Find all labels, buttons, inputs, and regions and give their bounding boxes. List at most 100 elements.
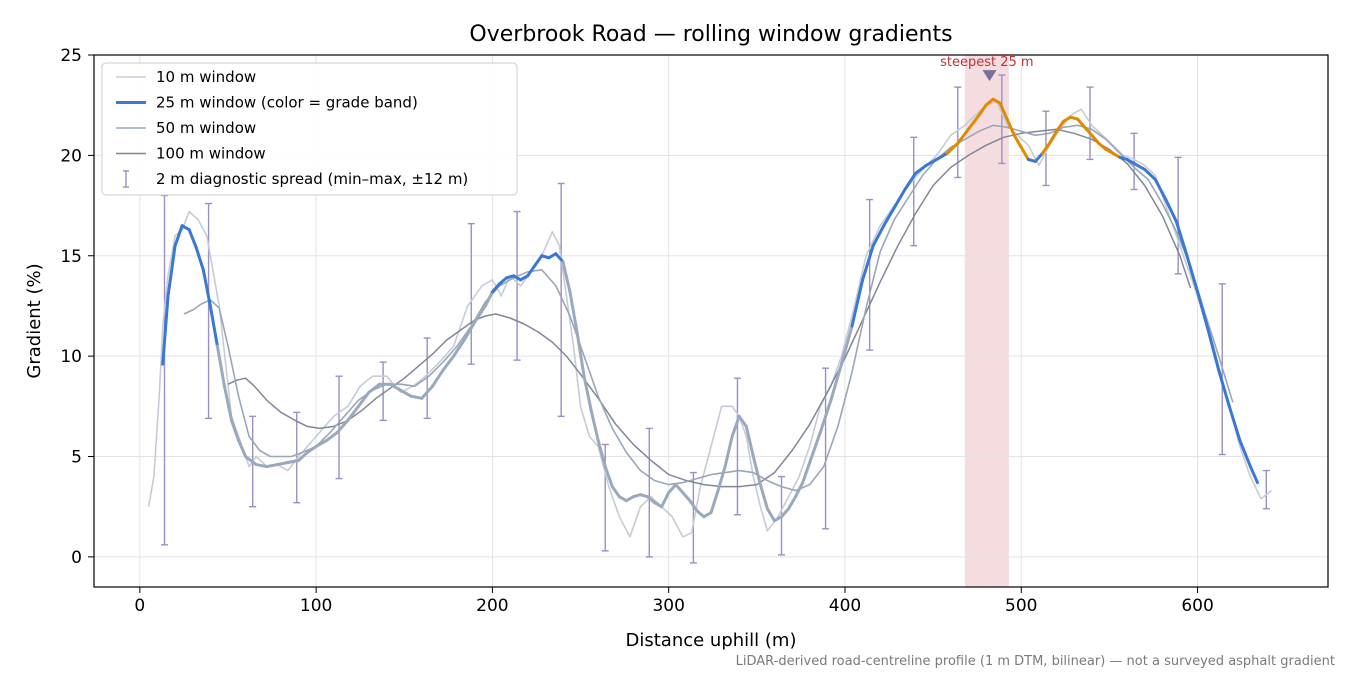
series-25m-segment	[296, 450, 309, 463]
series-25m-segment	[399, 388, 413, 398]
series-25m-segment	[166, 244, 177, 298]
x-tick-label: 100	[300, 596, 332, 616]
plot-frame	[93, 54, 1329, 588]
series-25m-segment	[780, 507, 791, 519]
series-25m-segment	[582, 374, 593, 412]
series-25m-segment	[977, 103, 988, 117]
series-25m-segment	[646, 495, 657, 505]
series-25m-segment	[201, 268, 212, 308]
legend-label: 2 m diagnostic spread (min–max, ±12 m)	[156, 170, 468, 188]
y-axis-label: Gradient (%)	[24, 263, 45, 378]
series-25m-segment	[829, 362, 843, 402]
series-25m-segment	[1019, 145, 1030, 161]
legend-label: 25 m window (color = grade band)	[156, 94, 418, 112]
series-25m-segment	[716, 465, 727, 493]
x-tick-label: 0	[134, 596, 145, 616]
series-25m-segment	[161, 294, 170, 366]
legend-label: 10 m window	[156, 68, 256, 86]
series-25m-segment	[208, 304, 219, 348]
legend: 10 m window 25 m window (color = grade ba…	[101, 62, 518, 196]
series-25m-segment	[818, 398, 833, 434]
series-25m-segment	[462, 320, 477, 342]
series-25m-segment	[737, 414, 748, 428]
series-25m-segment	[709, 489, 720, 515]
series-25m-segment	[420, 384, 434, 400]
series-25m-segment	[1055, 119, 1066, 133]
steepest-marker	[982, 70, 997, 82]
series-25m-segment	[286, 459, 300, 465]
series-25m-segment	[913, 163, 928, 175]
series-25m-segment	[882, 206, 896, 228]
chart-title: Overbrook Road — rolling window gradient…	[469, 22, 952, 47]
series-25m-segment	[808, 430, 822, 465]
series-25m-segment	[1185, 254, 1200, 294]
series-25m-segment	[1217, 368, 1231, 408]
series-25m-segment	[575, 330, 586, 378]
series-25m-segment	[222, 384, 234, 422]
series-25m-segment	[483, 290, 494, 308]
series-25m-segment	[1047, 129, 1059, 145]
series-25m-segment	[1012, 133, 1023, 149]
series-25m-segment	[903, 171, 917, 192]
series-25m-segment	[839, 324, 854, 366]
series-25m-segment	[751, 455, 762, 487]
series-25m-segment	[568, 290, 579, 334]
series-25m-segment	[603, 465, 614, 489]
series-25m-segment	[490, 282, 501, 294]
series-25m-segment	[945, 141, 960, 155]
series-25m-segment	[1033, 151, 1044, 163]
y-tick-label: 10	[60, 347, 82, 367]
series-25m-segment	[956, 127, 970, 145]
series-25m-segment	[230, 418, 241, 442]
series-25m-segment	[325, 430, 339, 442]
x-tick-label: 500	[1005, 596, 1037, 616]
x-tick-label: 200	[476, 596, 508, 616]
series-25m-segment	[367, 382, 382, 394]
series-25m-segment	[335, 418, 350, 434]
series-25m-segment	[1143, 167, 1157, 181]
x-axis-label: Distance uphill (m)	[626, 630, 797, 651]
y-tick-label: 0	[71, 548, 82, 568]
series-25m-segment	[744, 424, 755, 459]
series-25m-segment	[473, 304, 487, 324]
footnote: LiDAR-derived road-centreline profile (1…	[736, 654, 1335, 669]
legend-box	[101, 62, 518, 196]
x-tick-label: 300	[652, 596, 684, 616]
x-tick-label: 400	[829, 596, 861, 616]
series-25m-segment	[1153, 177, 1168, 202]
series-25m-segment	[314, 438, 329, 448]
series-25m-segment	[892, 188, 907, 210]
series-25m-segment	[695, 509, 706, 519]
series-25m-segment	[1097, 141, 1108, 151]
series-25m-segment	[765, 507, 776, 523]
series-25m-segment	[356, 390, 371, 408]
series-25m-segment	[758, 483, 769, 511]
series-25m-segment	[723, 434, 734, 469]
series-25m-segment	[1083, 125, 1094, 137]
series-25m-segment	[681, 491, 692, 503]
series-25m-segment	[215, 344, 226, 388]
series-25m-segment	[1248, 465, 1259, 485]
series-25m-segment	[441, 354, 456, 372]
y-tick-label: 5	[71, 448, 82, 468]
series-25m-segment	[244, 455, 258, 467]
y-tick-label: 20	[60, 146, 82, 166]
series-25m-segment	[554, 252, 565, 264]
series-25m-segment	[561, 260, 572, 294]
series-25m-segment	[1164, 198, 1178, 224]
series-25m-segment	[497, 276, 509, 286]
series-25m-segment	[667, 483, 678, 495]
series-25m-segment	[452, 338, 466, 358]
series-25m-segment	[966, 113, 981, 131]
series-25m-segment	[1238, 438, 1252, 469]
series-25m-segment	[935, 151, 949, 161]
series-25m-segment	[237, 438, 248, 459]
series-25m-segment	[787, 495, 798, 511]
series-10m-line	[147, 100, 1273, 538]
series-25m-segment	[254, 463, 269, 469]
series-25m-segment	[1005, 117, 1016, 137]
series-25m-segment	[533, 254, 544, 268]
series-25m-segment	[194, 246, 205, 272]
